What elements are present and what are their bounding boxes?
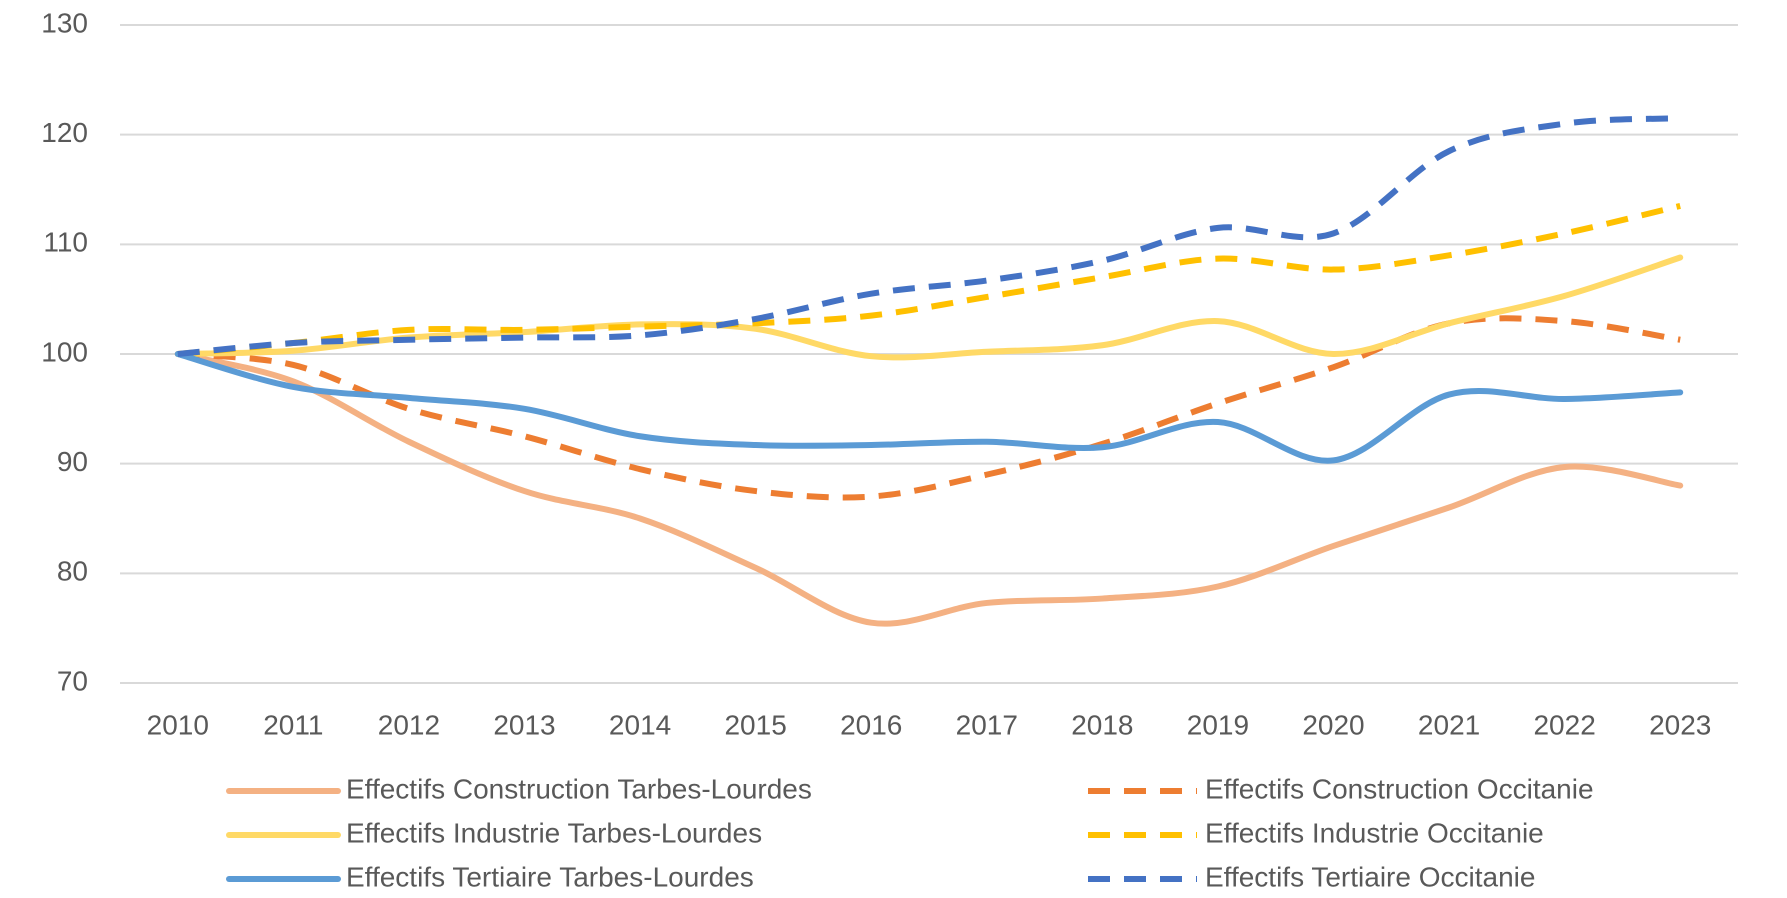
x-tick-label: 2017 [956,709,1018,740]
x-tick-label: 2020 [1302,709,1364,740]
x-tick-label: 2019 [1187,709,1249,740]
x-tick-label: 2011 [263,709,323,740]
x-tick-label: 2022 [1533,709,1595,740]
x-tick-label: 2013 [493,709,555,740]
x-tick-label: 2018 [1071,709,1133,740]
y-tick-label: 90 [57,446,88,477]
legend-label: Effectifs Industrie Tarbes-Lourdes [346,817,762,848]
x-tick-label: 2021 [1418,709,1480,740]
line-series [177,115,1681,357]
y-tick-label: 70 [57,665,88,696]
y-tick-label: 100 [41,336,88,367]
line-series [177,203,1681,357]
x-tick-label: 2023 [1649,709,1711,740]
x-tick-label: 2012 [378,709,440,740]
x-tick-label: 2010 [147,709,209,740]
legend-label: Effectifs Construction Occitanie [1205,773,1594,804]
line-series [174,351,1684,464]
legend-label: Effectifs Tertiaire Tarbes-Lourdes [346,861,754,892]
y-tick-label: 130 [41,7,88,38]
y-tick-label: 120 [41,117,88,148]
legend-label: Effectifs Industrie Occitanie [1205,817,1544,848]
y-tick-label: 80 [57,556,88,587]
x-tick-label: 2014 [609,709,671,740]
x-tick-label: 2015 [724,709,786,740]
y-tick-label: 110 [43,227,88,258]
legend-label: Effectifs Construction Tarbes-Lourdes [346,773,812,804]
line-series [174,351,1684,627]
x-tick-label: 2016 [840,709,902,740]
legend-label: Effectifs Tertiaire Occitanie [1205,861,1535,892]
line-series [174,254,1684,361]
line-series [177,315,1681,501]
